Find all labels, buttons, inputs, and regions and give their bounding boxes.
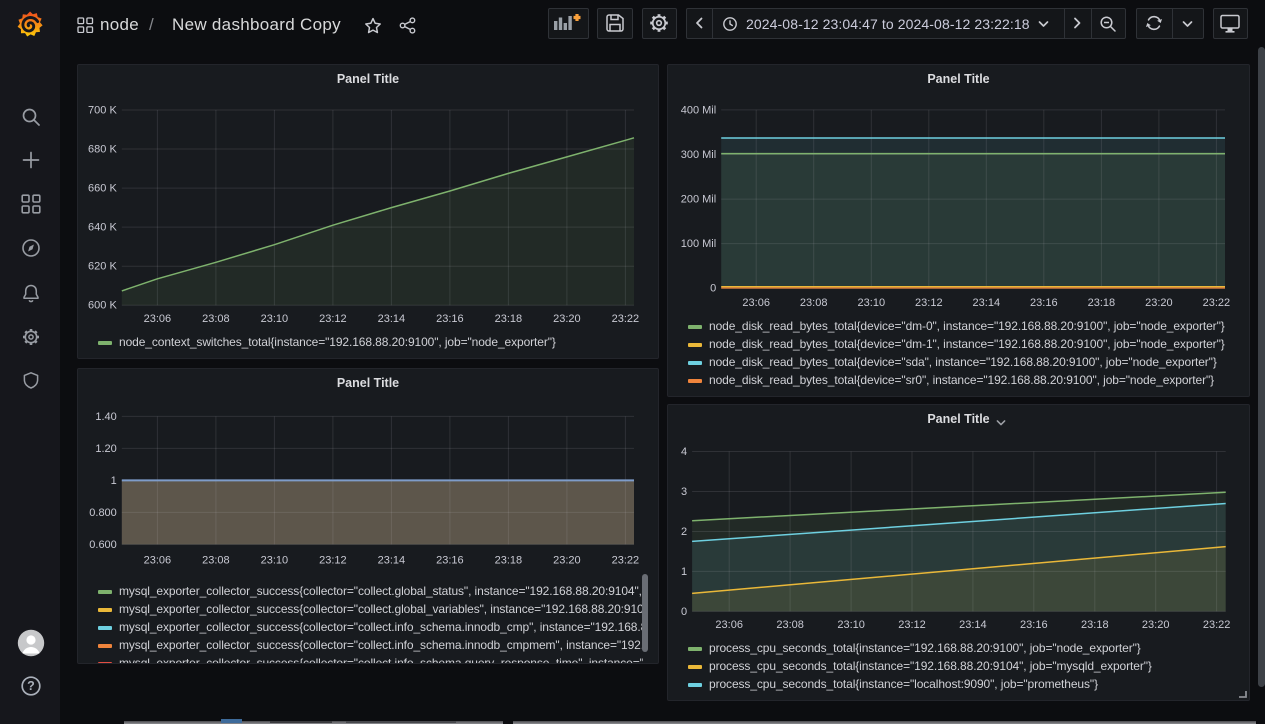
svg-text:23:08: 23:08 <box>202 555 230 567</box>
svg-text:23:10: 23:10 <box>858 297 886 309</box>
svg-text:700 K: 700 K <box>88 105 117 117</box>
svg-text:23:16: 23:16 <box>1020 619 1048 631</box>
svg-text:200 Mil: 200 Mil <box>681 194 716 206</box>
svg-text:4: 4 <box>681 446 687 458</box>
svg-text:1: 1 <box>111 475 117 487</box>
svg-text:23:08: 23:08 <box>776 619 804 631</box>
svg-text:0.600: 0.600 <box>89 539 117 551</box>
svg-text:400 Mil: 400 Mil <box>681 104 716 116</box>
svg-text:1.20: 1.20 <box>95 443 116 455</box>
svg-text:23:12: 23:12 <box>319 313 347 325</box>
svg-text:0.800: 0.800 <box>89 507 117 519</box>
svg-text:23:14: 23:14 <box>959 619 987 631</box>
svg-text:23:20: 23:20 <box>1145 297 1173 309</box>
svg-text:23:14: 23:14 <box>378 555 406 567</box>
svg-text:23:20: 23:20 <box>1142 619 1170 631</box>
svg-text:23:16: 23:16 <box>1030 297 1058 309</box>
svg-text:1: 1 <box>681 566 687 578</box>
svg-text:23:06: 23:06 <box>715 619 743 631</box>
svg-text:23:20: 23:20 <box>553 313 581 325</box>
svg-text:23:22: 23:22 <box>612 313 640 325</box>
svg-text:23:16: 23:16 <box>436 555 464 567</box>
svg-text:23:12: 23:12 <box>915 297 943 309</box>
svg-text:300 Mil: 300 Mil <box>681 149 716 161</box>
svg-text:23:10: 23:10 <box>261 555 289 567</box>
svg-text:23:18: 23:18 <box>495 555 523 567</box>
svg-text:0: 0 <box>710 283 716 295</box>
svg-text:600 K: 600 K <box>88 300 117 312</box>
svg-text:660 K: 660 K <box>88 183 117 195</box>
svg-text:?: ? <box>27 679 35 693</box>
svg-text:23:22: 23:22 <box>1203 297 1231 309</box>
svg-text:23:18: 23:18 <box>1088 297 1116 309</box>
svg-text:23:12: 23:12 <box>898 619 926 631</box>
svg-text:23:18: 23:18 <box>1081 619 1109 631</box>
svg-text:2: 2 <box>681 526 687 538</box>
svg-text:23:12: 23:12 <box>319 555 347 567</box>
svg-text:23:10: 23:10 <box>261 313 289 325</box>
svg-text:23:20: 23:20 <box>553 555 581 567</box>
svg-text:640 K: 640 K <box>88 222 117 234</box>
svg-text:23:06: 23:06 <box>144 313 172 325</box>
svg-text:1.40: 1.40 <box>95 411 116 423</box>
svg-text:0: 0 <box>681 606 687 618</box>
svg-text:23:06: 23:06 <box>144 555 172 567</box>
svg-text:620 K: 620 K <box>88 261 117 273</box>
svg-text:23:08: 23:08 <box>202 313 230 325</box>
svg-text:23:10: 23:10 <box>837 619 865 631</box>
svg-text:23:22: 23:22 <box>1203 619 1231 631</box>
svg-text:23:06: 23:06 <box>742 297 770 309</box>
svg-text:23:14: 23:14 <box>378 313 406 325</box>
svg-text:23:08: 23:08 <box>800 297 828 309</box>
svg-text:3: 3 <box>681 486 687 498</box>
svg-text:23:16: 23:16 <box>436 313 464 325</box>
svg-text:23:22: 23:22 <box>612 555 640 567</box>
svg-text:23:18: 23:18 <box>495 313 523 325</box>
svg-text:23:14: 23:14 <box>973 297 1001 309</box>
svg-text:680 K: 680 K <box>88 144 117 156</box>
svg-text:100 Mil: 100 Mil <box>681 238 716 250</box>
